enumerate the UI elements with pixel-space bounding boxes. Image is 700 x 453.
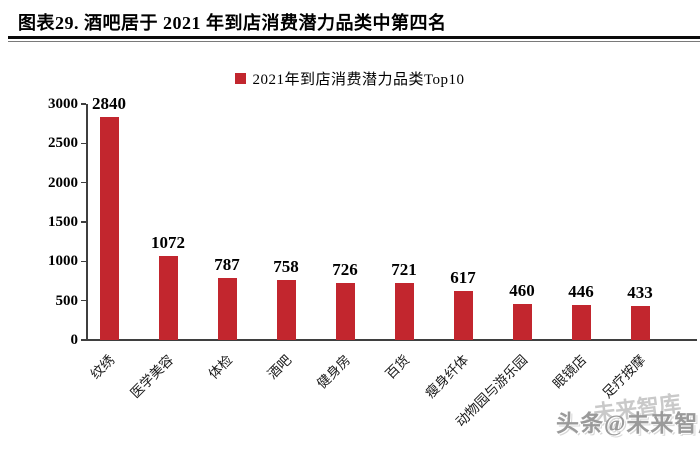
bar [453,291,473,340]
bar-value-label: 433 [627,282,653,302]
y-tick-mark [81,299,86,302]
y-tick-label: 500 [55,292,79,309]
legend-marker-icon [235,73,247,84]
watermark-text: 头条@未来智库 [556,411,700,436]
bar [158,255,178,340]
bar [99,116,119,340]
y-tick-mark [81,260,86,263]
title-divider [8,36,700,42]
y-tick-label: 2500 [48,135,78,152]
bar-value-label: 460 [509,280,535,300]
bar-value-label: 2840 [92,93,126,113]
y-tick-label: 1500 [48,214,78,230]
chart-legend: 2021年到店消费潜力品类Top10 [0,68,700,89]
bar [217,278,237,340]
bar-value-label: 787 [214,255,240,275]
bar-value-label: 758 [273,257,299,277]
y-tick-mark [81,181,86,184]
bar [630,305,650,340]
y-tick-label: 0 [70,332,79,348]
legend-label: 2021年到店消费潜力品类Top10 [252,72,465,88]
y-tick-label: 2000 [48,174,78,191]
y-tick-mark [81,103,86,105]
y-tick-label: 3000 [48,96,78,112]
bar [394,283,414,340]
figure-title: 图表29. 酒吧居于 2021 年到店消费潜力品类中第四名 [18,13,447,33]
y-tick-mark [81,142,86,145]
bar-value-label: 1072 [151,232,185,252]
y-axis-line [86,104,88,340]
bar-value-label: 617 [450,268,476,288]
bar [335,282,355,340]
bar [571,304,591,340]
bar-value-label: 721 [391,260,417,280]
y-tick-mark [81,221,86,223]
bar-value-label: 726 [332,259,358,279]
y-tick-mark [81,339,86,341]
bar-value-label: 446 [568,281,594,301]
bar [276,280,296,340]
x-axis-line [86,339,697,341]
y-tick-label: 1000 [48,253,78,270]
bar [512,303,532,340]
